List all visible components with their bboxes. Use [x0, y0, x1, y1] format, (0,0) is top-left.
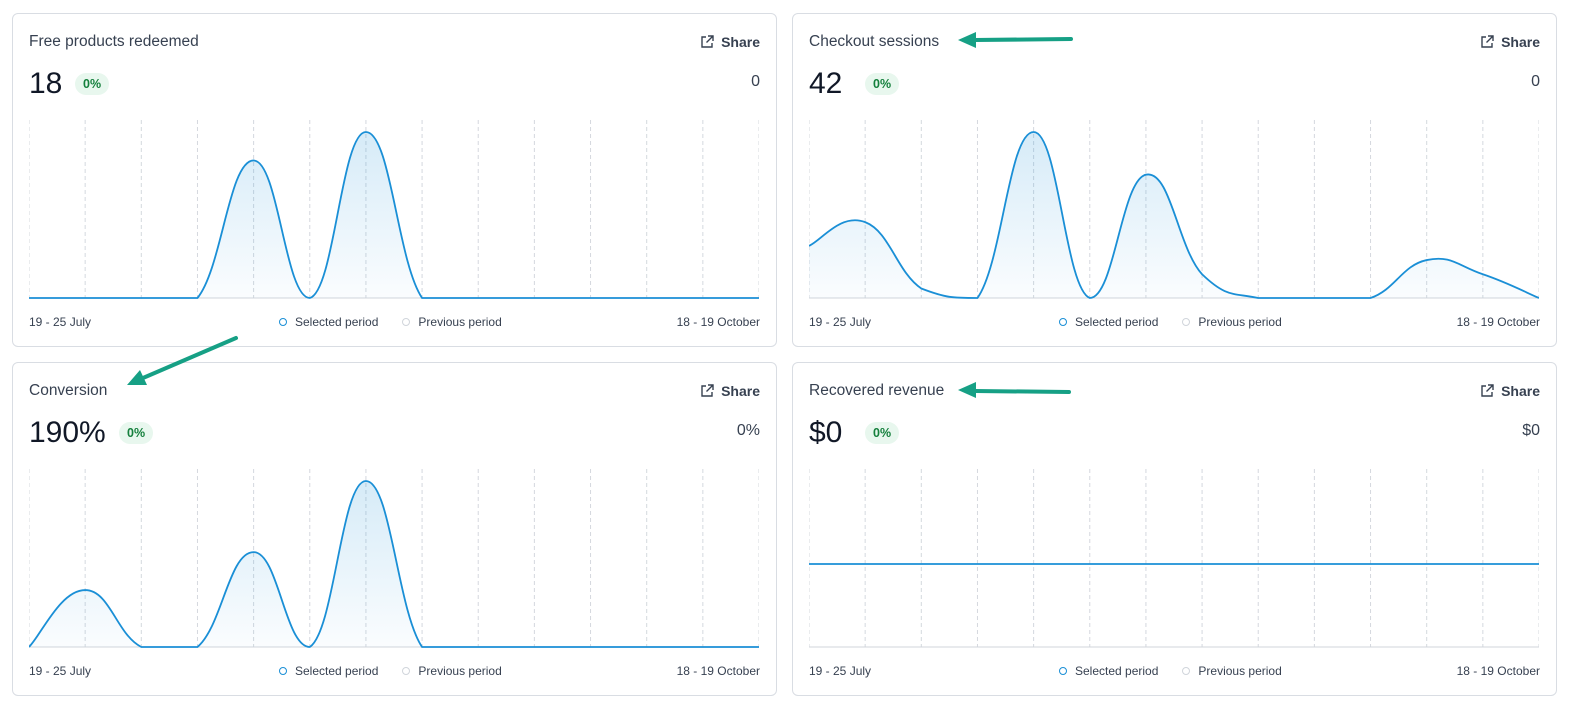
series-area	[29, 481, 759, 647]
previous-value: $0	[1522, 422, 1540, 439]
date-range-end: 18 - 19 October	[1456, 664, 1540, 678]
metric-value: 42	[809, 67, 843, 100]
legend-label: Selected period	[1075, 664, 1159, 678]
legend: Selected period Previous period	[279, 315, 526, 329]
metric-value: $0	[809, 416, 843, 449]
legend: Selected period Previous period	[279, 664, 526, 678]
area-chart	[809, 120, 1539, 299]
share-label: Share	[721, 383, 760, 399]
circle-icon	[1059, 318, 1067, 326]
legend-label: Selected period	[295, 315, 379, 329]
date-range-start: 19 - 25 July	[29, 315, 92, 329]
share-button[interactable]: Share	[699, 34, 760, 50]
legend-previous-period[interactable]: Previous period	[1182, 315, 1282, 329]
previous-value: 0	[751, 73, 760, 90]
legend-label: Previous period	[1198, 315, 1282, 329]
legend-label: Previous period	[1198, 664, 1282, 678]
card-title: Recovered revenue	[809, 382, 945, 399]
legend-selected-period[interactable]: Selected period	[1059, 664, 1158, 678]
legend-selected-period[interactable]: Selected period	[279, 315, 378, 329]
series-line-selected-period	[29, 131, 759, 299]
legend-previous-period[interactable]: Previous period	[1182, 664, 1282, 678]
date-range-start: 19 - 25 July	[29, 664, 92, 678]
share-button[interactable]: Share	[699, 383, 760, 399]
series-line-selected-period	[809, 131, 1539, 299]
card-checkout-sessions: Checkout sessions Share 42 0% 0 19 - 25 …	[792, 13, 1557, 347]
card-title: Conversion	[29, 382, 108, 399]
card-title: Free products redeemed	[29, 33, 199, 50]
external-link-icon	[1481, 384, 1494, 397]
circle-icon	[402, 667, 411, 675]
share-button[interactable]: Share	[1479, 34, 1540, 50]
card-title: Checkout sessions	[809, 33, 940, 50]
date-range-end: 18 - 19 October	[1456, 315, 1540, 329]
external-link-icon	[701, 384, 714, 397]
circle-icon	[402, 318, 411, 326]
share-button[interactable]: Share	[1479, 383, 1540, 399]
circle-icon	[1182, 318, 1191, 326]
date-range-end: 18 - 19 October	[676, 664, 760, 678]
legend-selected-period[interactable]: Selected period	[1059, 315, 1158, 329]
legend-previous-period[interactable]: Previous period	[402, 664, 502, 678]
circle-icon	[1182, 667, 1191, 675]
card-free-products-redeemed: Free products redeemed Share 18 0% 0 19 …	[12, 13, 777, 347]
previous-value: 0%	[736, 422, 760, 439]
date-range-end: 18 - 19 October	[676, 315, 760, 329]
legend-label: Selected period	[1075, 315, 1159, 329]
card-conversion: Conversion Share 190% 0% 0% 19 - 25 July…	[12, 362, 777, 696]
share-label: Share	[1501, 383, 1540, 399]
series-line-selected-period	[29, 480, 759, 648]
area-chart	[29, 120, 759, 299]
legend-label: Selected period	[295, 664, 379, 678]
legend-previous-period[interactable]: Previous period	[402, 315, 502, 329]
metric-value: 190%	[29, 416, 106, 449]
circle-icon	[1059, 667, 1067, 675]
share-label: Share	[721, 34, 760, 50]
date-range-start: 19 - 25 July	[809, 315, 872, 329]
circle-icon	[279, 667, 287, 675]
change-badge: 0%	[75, 73, 110, 95]
date-range-start: 19 - 25 July	[809, 664, 872, 678]
series-area	[29, 132, 759, 298]
card-recovered-revenue: Recovered revenue Share $0 0% $0 19 - 25…	[792, 362, 1557, 696]
line-chart	[809, 469, 1539, 648]
share-label: Share	[1501, 34, 1540, 50]
change-badge: 0%	[865, 422, 900, 444]
legend-label: Previous period	[418, 664, 502, 678]
legend: Selected period Previous period	[1059, 664, 1306, 678]
external-link-icon	[701, 35, 714, 48]
previous-value: 0	[1531, 73, 1540, 90]
external-link-icon	[1481, 35, 1494, 48]
legend-label: Previous period	[418, 315, 502, 329]
change-badge: 0%	[865, 73, 900, 95]
metric-value: 18	[29, 67, 63, 100]
change-badge: 0%	[119, 422, 154, 444]
circle-icon	[279, 318, 287, 326]
legend: Selected period Previous period	[1059, 315, 1306, 329]
area-chart	[29, 469, 759, 648]
legend-selected-period[interactable]: Selected period	[279, 664, 378, 678]
